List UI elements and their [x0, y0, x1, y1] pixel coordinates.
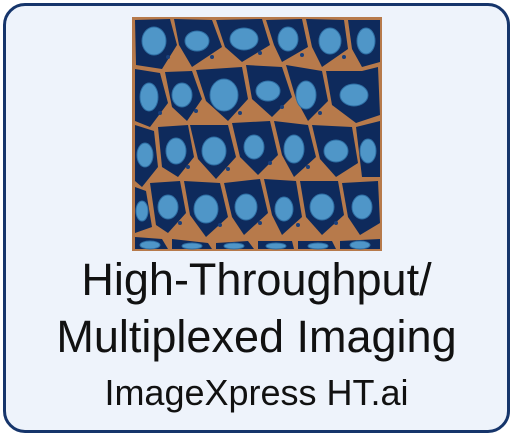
imaging-tile-card[interactable]: High-Throughput/ Multiplexed Imaging Ima… [3, 3, 510, 433]
tile-title-line2: Multiplexed Imaging [56, 311, 457, 362]
tile-title-line1: High-Throughput/ [81, 254, 432, 305]
product-name: ImageXpress HT.ai [104, 372, 409, 413]
cell-tissue-image [132, 17, 382, 251]
